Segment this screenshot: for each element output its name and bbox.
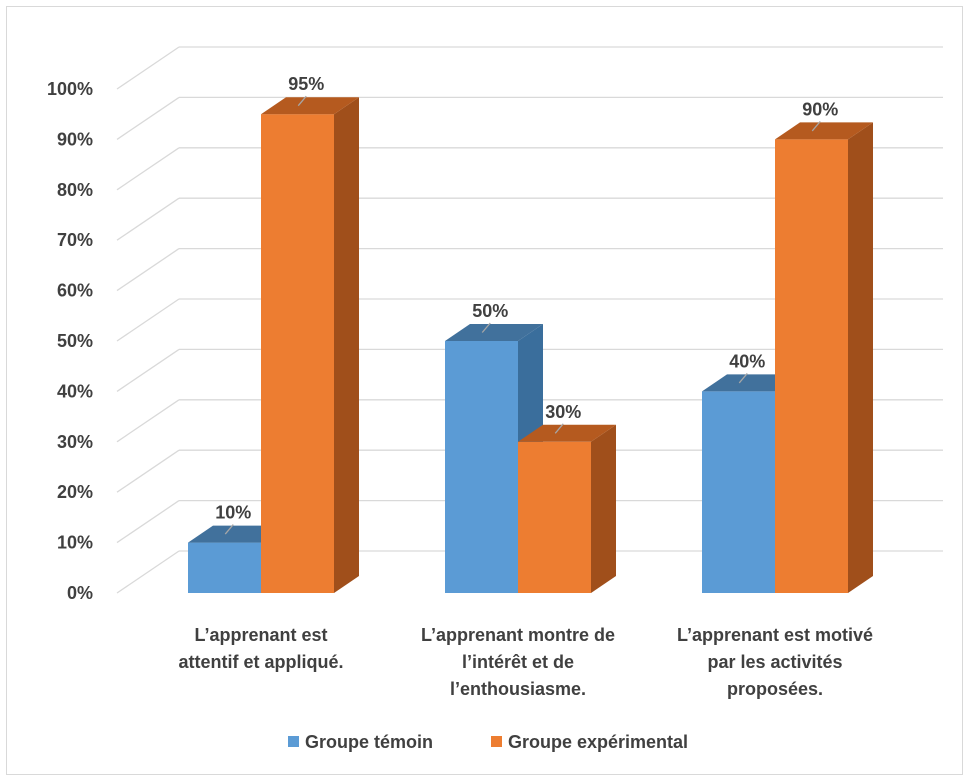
category-label: L’apprenant est — [194, 625, 327, 645]
legend-label: Groupe expérimental — [508, 732, 688, 752]
data-label-leader — [554, 423, 564, 434]
data-label: 90% — [802, 99, 838, 119]
bar-side — [334, 97, 359, 593]
y-tick-label: 80% — [57, 180, 93, 200]
category-label: L’apprenant montre de — [421, 625, 615, 645]
grid-diagonal — [116, 46, 180, 90]
legend-swatch — [288, 736, 299, 747]
bar-top — [445, 324, 543, 341]
data-label-leader — [481, 322, 491, 333]
data-label: 95% — [288, 74, 324, 94]
category-label: attentif et appliqué. — [178, 652, 343, 672]
data-label-leader — [224, 524, 234, 535]
y-tick-label: 60% — [57, 281, 93, 301]
grid-diagonal — [116, 298, 180, 342]
grid-diagonal — [116, 399, 180, 443]
category-label: l’intérêt et de — [462, 652, 574, 672]
data-label: 30% — [545, 402, 581, 422]
y-tick-label: 30% — [57, 432, 93, 452]
y-tick-label: 20% — [57, 482, 93, 502]
legend-label: Groupe témoin — [305, 732, 433, 752]
grid-diagonal — [116, 550, 180, 594]
bar — [445, 341, 518, 593]
bar-side — [591, 424, 616, 593]
grid-diagonal — [116, 449, 180, 493]
y-tick-label: 0% — [67, 583, 93, 603]
grid-diagonal — [116, 248, 180, 292]
bar-side — [848, 122, 873, 594]
bar — [702, 391, 775, 593]
bar — [188, 542, 261, 593]
data-label-leader — [811, 120, 821, 132]
data-label: 40% — [729, 351, 765, 371]
grid-diagonal — [116, 197, 180, 241]
bar — [518, 441, 591, 593]
category-label: L’apprenant est motivé — [677, 625, 873, 645]
data-label: 50% — [472, 301, 508, 321]
bar-top — [518, 424, 616, 442]
data-label-leader — [738, 372, 748, 384]
bar — [261, 114, 334, 593]
category-label: proposées. — [727, 679, 823, 699]
bar-top — [261, 97, 359, 115]
data-label: 10% — [215, 503, 251, 523]
legend-swatch — [491, 736, 502, 747]
y-tick-label: 40% — [57, 381, 93, 401]
y-tick-label: 90% — [57, 129, 93, 149]
category-label: l’enthousiasme. — [450, 679, 586, 699]
grid-diagonal — [116, 147, 180, 191]
grid-diagonal — [116, 500, 180, 544]
bar-top — [775, 122, 873, 140]
y-tick-label: 50% — [57, 331, 93, 351]
grid-diagonal — [116, 348, 180, 392]
y-tick-label: 70% — [57, 230, 93, 250]
y-tick-label: 100% — [47, 79, 93, 99]
bar — [775, 139, 848, 593]
y-tick-label: 10% — [57, 533, 93, 553]
grid-diagonal — [116, 96, 180, 140]
category-label: par les activités — [707, 652, 842, 672]
data-label-leader — [297, 95, 307, 107]
